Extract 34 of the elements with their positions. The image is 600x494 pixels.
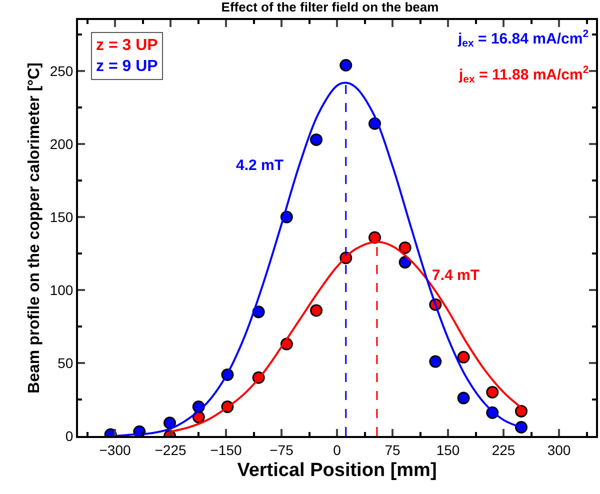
y-tick-label: 50 <box>58 354 74 371</box>
y-tick-label: 0 <box>65 428 74 444</box>
x-tick-label: 300 <box>547 442 571 458</box>
point <box>429 355 442 368</box>
point <box>486 386 499 398</box>
y-tick-label: 150 <box>50 208 74 225</box>
point <box>310 133 323 146</box>
chart-title: Effect of the filter field on the beam <box>221 0 439 15</box>
point <box>457 350 470 364</box>
x-tick-label: −225 <box>154 442 186 458</box>
x-tick-label: −300 <box>99 442 131 458</box>
point <box>164 416 176 430</box>
point <box>340 59 352 72</box>
y-tick-label: 100 <box>50 282 74 298</box>
x-tick-label: 0 <box>333 442 342 458</box>
y-tick-label: 250 <box>50 62 74 79</box>
x-tick-label: −150 <box>210 442 242 458</box>
annotation: j$_{ex}$ = 11.88 mA/cm$^{2}$ <box>458 64 589 86</box>
point <box>457 392 470 404</box>
annotation: 4.2 mT <box>236 157 284 174</box>
x-tick-label: 150 <box>436 442 460 458</box>
text: z = 3 UP <box>96 37 158 54</box>
y-tick-label: 200 <box>50 136 74 152</box>
annotation: 7.4 mT <box>432 267 480 284</box>
x-axis-title: Vertical Position [mm] <box>237 460 437 482</box>
x-tick-label: −75 <box>270 442 294 458</box>
text: z = 9 UP <box>96 58 158 75</box>
point <box>398 256 412 269</box>
y-axis-title: Beam profile on the copper calorimeter [°C] <box>26 62 44 394</box>
annotation: j$_{ex}$ = 16.84 mA/cm$^{2}$ <box>457 28 589 50</box>
point <box>310 304 323 317</box>
point <box>398 241 412 254</box>
x-tick-label: 225 <box>492 442 516 458</box>
x-tick-label: 75 <box>384 442 400 458</box>
